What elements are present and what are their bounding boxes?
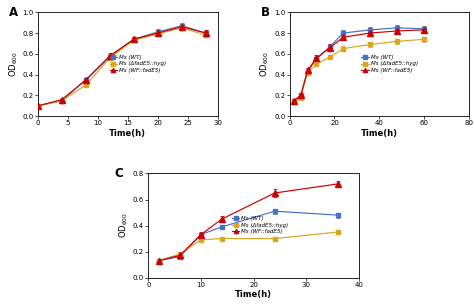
Legend: Ms (WT), Ms (ΔfadE5::hyg), Ms (WF::fadE5): Ms (WT), Ms (ΔfadE5::hyg), Ms (WF::fadE5…	[361, 55, 418, 74]
X-axis label: Time(h): Time(h)	[235, 290, 272, 299]
X-axis label: Time(h): Time(h)	[361, 128, 398, 138]
Legend: Ms (WT), Ms (ΔfadE5::hyg), Ms (WF::fadE5): Ms (WT), Ms (ΔfadE5::hyg), Ms (WF::fadE5…	[109, 55, 167, 74]
Text: B: B	[261, 6, 270, 19]
Text: C: C	[115, 167, 123, 180]
Y-axis label: OD$_{600}$: OD$_{600}$	[259, 51, 271, 77]
Legend: Ms (WT), Ms (ΔfadE5::hyg), Ms (WF::fadE5): Ms (WT), Ms (ΔfadE5::hyg), Ms (WF::fadE5…	[231, 216, 289, 235]
X-axis label: Time(h): Time(h)	[109, 128, 146, 138]
Y-axis label: OD$_{600}$: OD$_{600}$	[7, 51, 20, 77]
Y-axis label: OD$_{600}$: OD$_{600}$	[118, 213, 130, 239]
Text: A: A	[9, 6, 18, 19]
